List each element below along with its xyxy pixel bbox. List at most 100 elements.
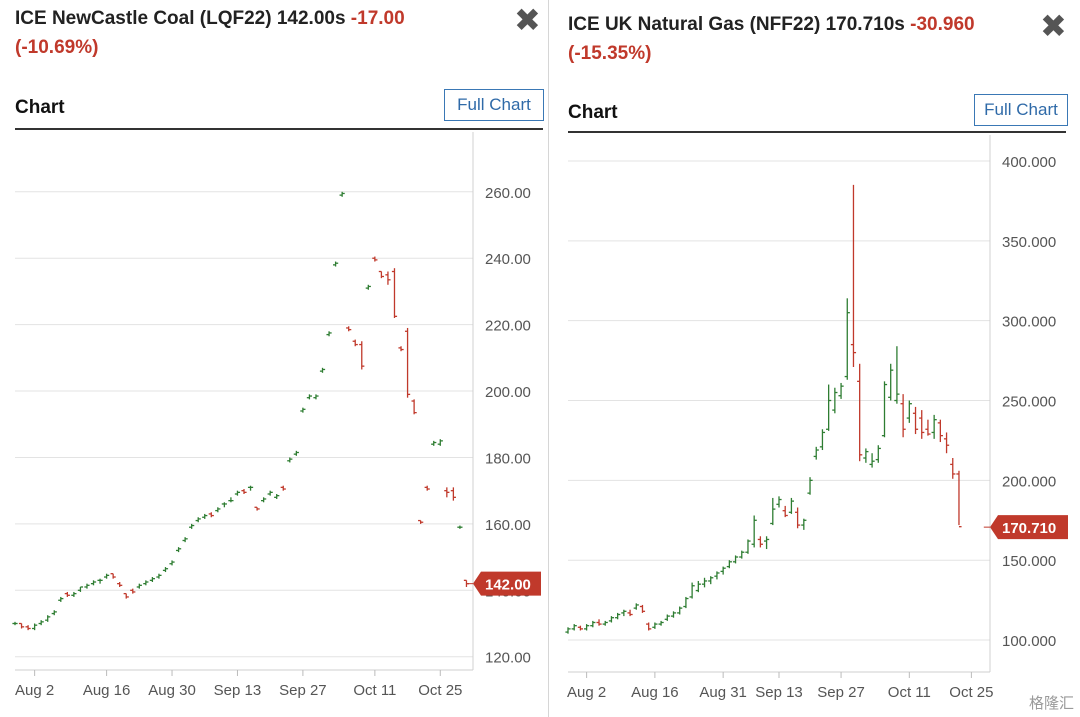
ohlc-bar	[274, 494, 280, 499]
ohlc-bar	[58, 596, 64, 602]
ohlc-bar	[751, 515, 757, 548]
ohlc-bar	[169, 560, 175, 566]
close-icon[interactable]: ✖	[1040, 8, 1067, 44]
ohlc-bar	[646, 622, 652, 631]
ohlc-bar	[770, 497, 776, 526]
ohlc-bar	[123, 592, 129, 599]
ohlc-bar	[280, 485, 286, 491]
quote-header: ICE NewCastle Coal (LQF22) 142.00s -17.0…	[15, 4, 475, 62]
ohlc-bar	[596, 619, 602, 626]
ohlc-bar	[97, 578, 103, 584]
quote-change: -30.960	[910, 14, 975, 35]
ohlc-bar	[844, 298, 850, 380]
ohlc-bar	[333, 261, 339, 267]
ohlc-bar	[143, 580, 149, 586]
ohlc-bar	[326, 331, 332, 337]
ohlc-bar	[863, 448, 869, 463]
close-icon[interactable]: ✖	[514, 2, 541, 38]
ohlc-bar	[956, 470, 962, 528]
ohlc-bar	[807, 477, 813, 495]
ohlc-bar	[788, 497, 795, 514]
ohlc-bar	[906, 400, 912, 423]
quote-change: -17.00	[350, 8, 405, 29]
chart-section-label: Chart	[15, 97, 65, 118]
ohlc-bar	[757, 536, 763, 548]
last-price-tag	[473, 571, 541, 596]
coal-ohlc-chart[interactable]: 120.00140.00160.00180.00200.00220.00240.…	[0, 132, 548, 717]
ohlc-bar	[391, 268, 398, 318]
ohlc-bar	[869, 453, 875, 468]
full-chart-button[interactable]: Full Chart	[444, 89, 544, 121]
gas-chart-panel: ICE UK Natural Gas (NFF22) 170.710s -30.…	[552, 0, 1080, 717]
ohlc-bar	[577, 625, 584, 631]
ohlc-bar	[875, 445, 881, 463]
ohlc-bar	[565, 627, 571, 634]
chart-section-label: Chart	[568, 102, 618, 123]
x-tick-label: Sep 13	[214, 682, 262, 699]
ohlc-bar	[300, 407, 306, 413]
ohlc-bar	[714, 571, 720, 580]
ohlc-bar	[931, 414, 937, 439]
ohlc-bar	[726, 560, 732, 569]
ohlc-bar	[293, 450, 299, 456]
ohlc-bar	[763, 536, 770, 550]
ohlc-bar	[254, 506, 260, 511]
ohlc-bar	[670, 611, 677, 618]
quote-change-percent: (-10.69%)	[15, 37, 99, 58]
ohlc-bar	[894, 346, 900, 404]
ohlc-bar	[602, 620, 608, 626]
ohlc-bar	[677, 606, 683, 615]
x-tick-label: Oct 25	[949, 684, 993, 701]
x-tick-label: Aug 16	[83, 682, 131, 699]
ohlc-bar	[819, 429, 826, 451]
y-tick-label: 150.000	[1002, 553, 1056, 570]
y-tick-label: 180.00	[485, 450, 531, 467]
quote-symbol-price: ICE NewCastle Coal (LQF22) 142.00s	[15, 8, 346, 29]
ohlc-bar	[241, 489, 247, 494]
ohlc-bar	[437, 439, 443, 446]
ohlc-bar	[175, 547, 182, 553]
ohlc-bar	[149, 577, 155, 582]
ohlc-bar	[117, 582, 123, 587]
ohlc-bar	[32, 623, 38, 631]
ohlc-bar	[346, 326, 352, 332]
ohlc-bar	[900, 394, 906, 438]
y-tick-label: 200.00	[485, 384, 531, 401]
quote-header: ICE UK Natural Gas (NFF22) 170.710s -30.…	[568, 10, 1008, 68]
ohlc-bar	[838, 382, 844, 399]
ohlc-bar	[208, 512, 214, 518]
ohlc-bar	[202, 513, 208, 519]
gas-ohlc-chart[interactable]: 100.000 150.000 200.000 250.000 300.000 350.0…	[552, 135, 1080, 717]
ohlc-bar	[156, 573, 162, 579]
ohlc-bar	[418, 519, 424, 524]
ohlc-bar	[639, 604, 646, 613]
y-tick-label: 100.000	[1002, 633, 1056, 650]
y-tick-label: 400.000	[1002, 154, 1056, 171]
ohlc-bar	[608, 616, 615, 623]
panel-divider	[548, 0, 549, 717]
x-tick-label: Aug 2	[15, 682, 54, 699]
ohlc-bar	[162, 567, 169, 573]
ohlc-bar	[745, 539, 751, 554]
ohlc-bar	[247, 485, 254, 491]
ohlc-bar	[18, 622, 25, 629]
y-tick-label: 220.00	[485, 318, 531, 335]
ohlc-bar	[664, 614, 670, 621]
ohlc-bar	[832, 387, 838, 414]
y-tick-label: 160.00	[485, 517, 531, 534]
ohlc-bar	[615, 612, 621, 620]
ohlc-bar	[90, 580, 97, 586]
ohlc-bar	[732, 555, 739, 564]
ohlc-bar	[431, 440, 437, 446]
x-tick-label: Aug 16	[631, 684, 679, 701]
ohlc-bar	[720, 566, 726, 575]
section-rule	[568, 131, 1066, 133]
ohlc-bar	[457, 525, 463, 529]
ohlc-bar	[683, 596, 689, 609]
x-tick-label: Oct 11	[888, 684, 931, 701]
x-tick-label: Oct 25	[418, 682, 462, 699]
ohlc-bar	[64, 591, 70, 597]
full-chart-button[interactable]: Full Chart	[974, 94, 1068, 126]
x-tick-label: Aug 2	[567, 684, 606, 701]
ohlc-bar	[826, 384, 832, 431]
